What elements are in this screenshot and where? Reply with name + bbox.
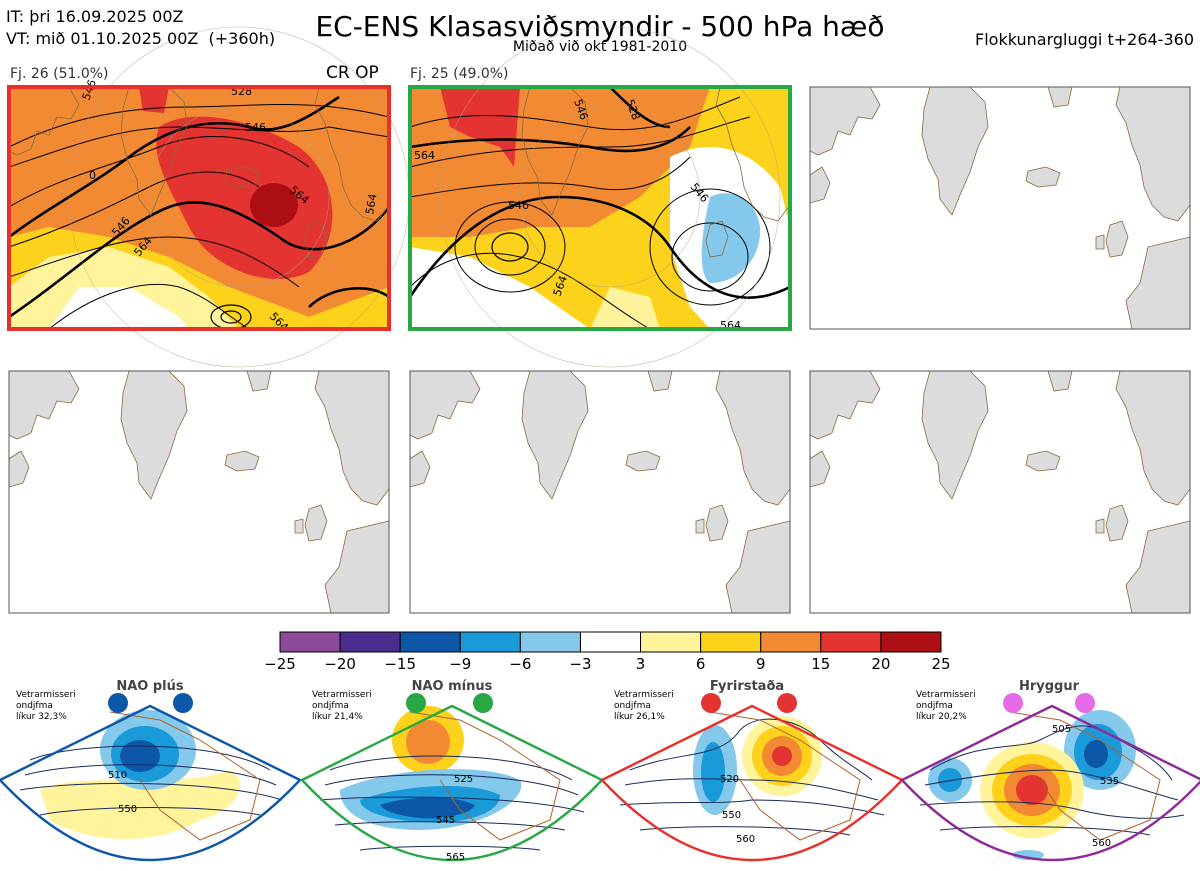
regime-likelihood: líkur 20,2% (916, 712, 967, 722)
regime-season: Vetrarmisseri (312, 690, 372, 700)
regime-months: ondjfma (614, 701, 651, 711)
regime-contour-label: 550 (118, 804, 137, 815)
regime-dot (108, 693, 128, 713)
regime-season: Vetrarmisseri (16, 690, 76, 700)
regime-contour-label: 505 (1052, 724, 1071, 735)
analysis-time: IT: þri 16.09.2025 00Z (6, 7, 184, 26)
colorbar-bin (760, 631, 822, 653)
colorbar-tick-label: −15 (384, 655, 416, 673)
empty-panel-3 (809, 86, 1191, 330)
regime-likelihood: líkur 21,4% (312, 712, 363, 722)
cluster-1-map: 546 528 546 564 546 564 564 564 0 (8, 26, 410, 368)
page-subtitle: Miðað við okt 1981-2010 (512, 39, 688, 55)
colorbar-tick-label: −20 (324, 655, 356, 673)
contour-label: 0 (89, 169, 96, 182)
colorbar-bin (640, 631, 702, 653)
colorbar-tick-label: 6 (696, 655, 706, 673)
cluster-1-badge: CR OP (326, 63, 379, 83)
colorbar-tick-label: 9 (756, 655, 766, 673)
colorbar-bin (820, 631, 882, 653)
colorbar-tick-label: 20 (871, 655, 890, 673)
regime-ridge: 505 535 560 (900, 704, 1200, 862)
regime-dot (1003, 693, 1023, 713)
regime-name: Hryggur (1019, 679, 1080, 694)
colorbar-bin (880, 631, 942, 653)
regime-contour-label: 560 (736, 834, 755, 845)
regime-contour-label: 545 (436, 815, 455, 826)
page-title: EC-ENS Klasasviðsmyndir - 500 hPa hæð (315, 10, 885, 43)
regime-contour-label: 510 (108, 770, 127, 781)
regime-season: Vetrarmisseri (614, 690, 674, 700)
empty-panel-5 (409, 370, 791, 614)
regime-contour-label: 520 (720, 774, 739, 785)
colorbar-bin (519, 631, 581, 653)
cluster-1-label: Fj. 26 (51.0%) (10, 66, 109, 82)
clustering-window: Flokkunargluggi t+264-360 (975, 30, 1194, 49)
colorbar-tick-label: 3 (636, 655, 646, 673)
regime-dot (701, 693, 721, 713)
regime-contour-label: 550 (722, 810, 741, 821)
cluster-1-frame (7, 85, 391, 331)
colorbar-tick-label: 15 (811, 655, 830, 673)
regime-dot (173, 693, 193, 713)
contour-label: 546 (508, 199, 529, 212)
colorbar-tick-label: −6 (509, 655, 531, 673)
colorbar-bin (339, 631, 401, 653)
regime-contour-label: 565 (446, 852, 465, 863)
colorbar-tick-label: −3 (569, 655, 591, 673)
empty-panel-6 (809, 370, 1191, 614)
regime-season: Vetrarmisseri (916, 690, 976, 700)
colorbar-tick-label: −9 (449, 655, 471, 673)
regime-contour-label: 535 (1100, 776, 1119, 787)
colorbar-bin (399, 631, 461, 653)
colorbar-tick-label: −25 (264, 655, 296, 673)
regime-contour-label: 560 (1092, 838, 1111, 849)
regime-name: NAO plús (116, 679, 184, 694)
regime-likelihood: líkur 32,3% (16, 712, 67, 722)
contour-label: 564 (363, 193, 379, 216)
regime-blocking: 520 550 560 (600, 704, 904, 862)
regime-likelihood: líkur 26,1% (614, 712, 665, 722)
contour-label: 564 (414, 149, 435, 162)
cluster-2-frame (408, 85, 792, 331)
colorbar-bin (700, 631, 762, 653)
colorbar-bin (579, 631, 642, 653)
regime-months: ondjfma (916, 701, 953, 711)
colorbar-bin (459, 631, 521, 653)
regime-name: NAO mínus (412, 679, 493, 694)
regime-nao-plus: 510 550 (0, 704, 302, 862)
contour-label: 546 (245, 121, 266, 134)
colorbar-bin (279, 631, 341, 653)
cluster-2-map: 546 564 546 528 546 564 564 (408, 26, 791, 368)
regime-months: ondjfma (312, 701, 349, 711)
colorbar-tick-label: 25 (931, 655, 950, 673)
regime-dot (473, 693, 493, 713)
regime-months: ondjfma (16, 701, 53, 711)
regime-markers (108, 693, 1095, 713)
regime-dot (777, 693, 797, 713)
regime-dot (406, 693, 426, 713)
colorbar: −25 −20 −15 −9 −6 −3 3 6 9 15 20 25 (264, 631, 951, 673)
regime-contour-label: 525 (454, 774, 473, 785)
cluster-2-label: Fj. 25 (49.0%) (410, 66, 509, 82)
regime-nao-minus: 525 545 565 (300, 704, 604, 863)
regime-texts: NAO plús NAO mínus Fyrirstaða Hryggur Ve… (16, 679, 1080, 722)
regime-name: Fyrirstaða (710, 679, 784, 694)
regime-dot (1075, 693, 1095, 713)
empty-panel-4 (8, 370, 390, 614)
